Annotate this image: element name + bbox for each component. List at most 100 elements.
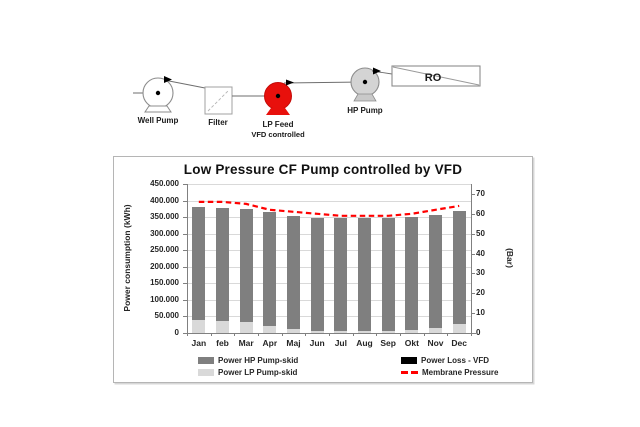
bar-segment-power-lp-pump-skid (287, 329, 300, 333)
bar-segment-power-hp-pump-skid (358, 217, 371, 332)
pump-center-dot (362, 79, 368, 85)
legend-item-membrane-pressure: Membrane Pressure (401, 368, 498, 377)
hp-pump-symbol (350, 67, 380, 102)
bar-segment-power-hp-pump-skid (429, 214, 442, 329)
pump-center-dot (275, 93, 281, 99)
left-axis-tick (183, 283, 187, 285)
bar-segment-power-lp-pump-skid (381, 331, 395, 333)
gridline (187, 217, 471, 219)
x-axis-tick (187, 333, 188, 336)
x-axis-category-label: Dec (451, 338, 467, 348)
wellpump-filter-line (163, 76, 206, 89)
bar-segment-power-lp-pump-skid (358, 331, 371, 333)
x-axis-category-label: Sep (380, 338, 396, 348)
legend-dash-swatch (401, 371, 418, 374)
bar-segment-power-hp-pump-skid (239, 208, 253, 322)
left-axis-tick (183, 200, 187, 202)
left-axis-tick-label: 50.000 (154, 311, 179, 321)
filter-label: Filter (208, 118, 228, 127)
chart-panel: Low Pressure CF Pump controlled by VFD P… (113, 156, 533, 383)
x-axis-tick (471, 333, 472, 336)
gridline (187, 200, 471, 202)
legend-dash-segment (401, 371, 408, 374)
legend-color-swatch (198, 357, 214, 364)
flow-arrow-icon (373, 67, 381, 75)
left-axis-tick (183, 233, 187, 235)
right-axis-tick (471, 213, 475, 215)
x-axis-tick (329, 333, 330, 336)
bar-segment-power-hp-pump-skid (192, 207, 206, 321)
left-axis-tick (183, 299, 187, 301)
left-axis-tick-label: 450.000 (150, 179, 179, 188)
x-axis-category-label: Apr (262, 338, 278, 348)
bar-segment-power-lp-pump-skid (216, 320, 229, 333)
bar-segment-power-hp-pump-skid (263, 212, 277, 326)
lp-feed-label: LP Feed (263, 120, 294, 129)
right-axis-tick (471, 313, 475, 315)
x-axis-category-label: Jan (191, 338, 207, 348)
left-axis-tick-label: 400.000 (150, 195, 179, 205)
x-axis-tick (234, 333, 236, 336)
right-axis-tick (471, 233, 475, 235)
left-axis-tick-label: 300.000 (150, 228, 179, 238)
legend-dash-segment (411, 371, 418, 374)
right-axis-tick-label: 0 (476, 328, 481, 337)
lppump-hppump-line (283, 79, 364, 86)
left-axis-tick-label: 100.000 (150, 294, 179, 304)
x-axis-category-label: Jun (309, 338, 325, 348)
pump-center-dot (155, 90, 161, 96)
x-axis-tick (281, 333, 283, 336)
right-axis-title: (Bar) (505, 248, 515, 268)
x-axis-tick (210, 333, 212, 336)
right-axis-tick (471, 193, 475, 195)
right-axis-tick-label: 50 (476, 228, 485, 238)
x-axis-tick (305, 333, 307, 336)
legend-color-swatch (401, 357, 417, 364)
flow-arrow-icon (286, 79, 294, 86)
bar-segment-power-lp-pump-skid (192, 320, 206, 333)
legend-label: Membrane Pressure (422, 368, 499, 377)
left-axis-tick (183, 250, 187, 252)
x-axis-tick (400, 333, 401, 336)
bar-segment-power-lp-pump-skid (334, 331, 348, 333)
right-axis-tick-label: 10 (476, 308, 485, 318)
left-axis-tick (183, 266, 187, 268)
gridline (187, 250, 471, 252)
left-axis-tick (183, 184, 187, 185)
left-axis-tick-label: 350.000 (150, 212, 179, 222)
right-axis-tick-label: 40 (476, 248, 485, 258)
right-axis-line (471, 184, 472, 334)
process-diagram: RO Well Pump Filter LP Feed VFD controll… (133, 65, 481, 139)
legend-item-power-loss-vfd: Power Loss - VFD (401, 356, 489, 365)
legend-label: Power Loss - VFD (421, 356, 490, 365)
gridline (187, 316, 471, 318)
bar-segment-power-hp-pump-skid (287, 215, 300, 330)
x-axis-category-label: Maj (286, 338, 301, 348)
well-pump-symbol (142, 77, 174, 113)
left-axis-tick-label: 250.000 (150, 245, 179, 255)
right-axis-tick (471, 273, 475, 275)
left-axis-tick-label: 150.000 (150, 278, 179, 288)
left-axis-line (187, 184, 188, 334)
x-axis-tick (376, 333, 378, 336)
gridline (187, 233, 471, 235)
bar-segment-power-lp-pump-skid (239, 321, 253, 333)
chart-title: Low Pressure CF Pump controlled by VFD (183, 162, 463, 177)
left-axis-tick-label: 200.000 (150, 261, 179, 271)
legend-item-power-hp-pump-skid: Power HP Pump-skid (198, 356, 298, 365)
left-axis-tick (183, 217, 187, 219)
x-axis-category-label: Jul (334, 338, 347, 348)
bar-segment-power-hp-pump-skid (405, 216, 419, 331)
legend-label: Power HP Pump-skid (218, 356, 299, 365)
hppump-ro-line (371, 67, 393, 75)
right-axis-tick-label: 70 (476, 188, 485, 198)
left-axis-tick (183, 333, 187, 334)
right-axis-tick (471, 253, 475, 255)
bar-segment-power-lp-pump-skid (405, 330, 419, 333)
bar-segment-power-hp-pump-skid (310, 218, 324, 332)
bar-segment-power-lp-pump-skid (452, 323, 466, 333)
gridline (187, 299, 471, 301)
legend-label: Power LP Pump-skid (218, 368, 298, 377)
bar-segment-power-hp-pump-skid (381, 217, 395, 332)
gridline (187, 283, 471, 285)
